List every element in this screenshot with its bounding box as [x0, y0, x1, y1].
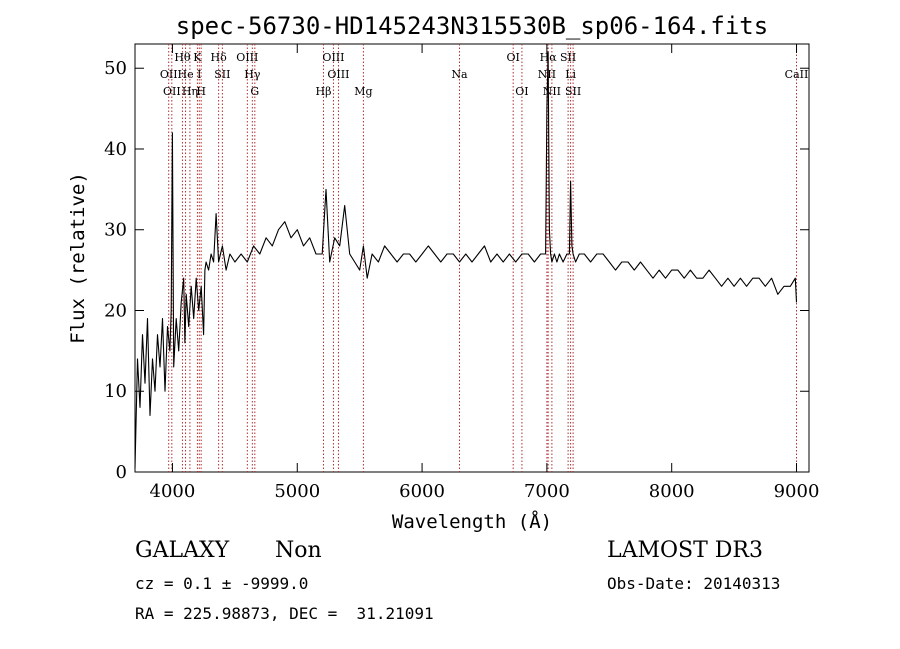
x-tick-label: 5000 — [274, 481, 320, 502]
line-marker-label: CaII — [785, 68, 809, 81]
y-axis-ticks: 0 10 20 30 40 50 — [104, 58, 809, 483]
line-marker-label: OII — [160, 68, 178, 81]
y-axis-label: Flux (relative) — [67, 172, 89, 344]
y-tick-label: 10 — [104, 381, 127, 402]
y-tick-label: 0 — [116, 462, 127, 483]
plot-frame — [134, 43, 810, 473]
x-tick-label: 9000 — [774, 481, 820, 502]
emission-line-markers — [168, 44, 798, 472]
line-marker-label: Na — [451, 68, 468, 81]
line-marker-label: NII — [543, 85, 561, 98]
line-marker-label: K — [193, 51, 202, 64]
line-marker-label: SII — [560, 51, 576, 64]
y-tick-label: 30 — [104, 220, 127, 241]
line-marker-label: Hβ — [315, 85, 331, 98]
line-marker-label: OIII — [236, 51, 258, 64]
x-tick-label: 6000 — [399, 481, 445, 502]
line-marker-label: SII — [214, 68, 230, 81]
line-marker-label: SII — [565, 85, 581, 98]
line-marker-label: He — [177, 68, 193, 81]
line-marker-label: OIII — [327, 68, 349, 81]
object-class: GALAXY — [135, 538, 230, 563]
y-tick-label: 40 — [104, 139, 127, 160]
survey-name: LAMOST DR3 — [607, 538, 763, 563]
line-marker-label: NII — [538, 68, 556, 81]
emission-line-labels: OII OII Hθ He Hη KIH Hδ SII OIII Hγ G Hβ OIII OIII Mg N… — [160, 51, 809, 98]
x-axis-label: Wavelength (Å) — [392, 510, 552, 533]
line-marker-label: Hη — [182, 85, 198, 98]
x-tick-label: 7000 — [524, 481, 570, 502]
line-marker-label: I — [197, 68, 201, 81]
line-marker-label: Li — [565, 68, 576, 81]
line-marker-label: H — [196, 85, 206, 98]
line-marker-label: Hδ — [211, 51, 228, 64]
redshift-cz: cz = 0.1 ± -9999.0 — [135, 574, 309, 593]
line-marker-label: Mg — [354, 85, 372, 98]
y-tick-label: 20 — [104, 300, 127, 321]
spectrum-line-0 — [134, 51, 798, 469]
line-marker-label: OII — [163, 85, 181, 98]
y-tick-label: 50 — [104, 58, 127, 79]
coordinates: RA = 225.98873, DEC = 31.21091 — [135, 604, 434, 623]
chart-title: spec-56730-HD145243N315530B_sp06-164.fit… — [176, 12, 768, 40]
line-marker-label: OIII — [322, 51, 344, 64]
observation-date: Obs-Date: 20140313 — [607, 574, 781, 593]
x-axis-ticks: 4000 5000 6000 7000 8000 9000 — [150, 44, 820, 502]
line-marker-label: OI — [507, 51, 520, 64]
line-marker-label: Hγ — [244, 68, 261, 81]
line-marker-label: G — [250, 85, 259, 98]
line-marker-label: OI — [515, 85, 528, 98]
spectrum-series — [134, 51, 798, 469]
x-tick-label: 8000 — [649, 481, 695, 502]
object-subclass: Non — [275, 538, 322, 563]
x-tick-label: 4000 — [150, 481, 196, 502]
line-marker-label: Hθ — [174, 51, 191, 64]
